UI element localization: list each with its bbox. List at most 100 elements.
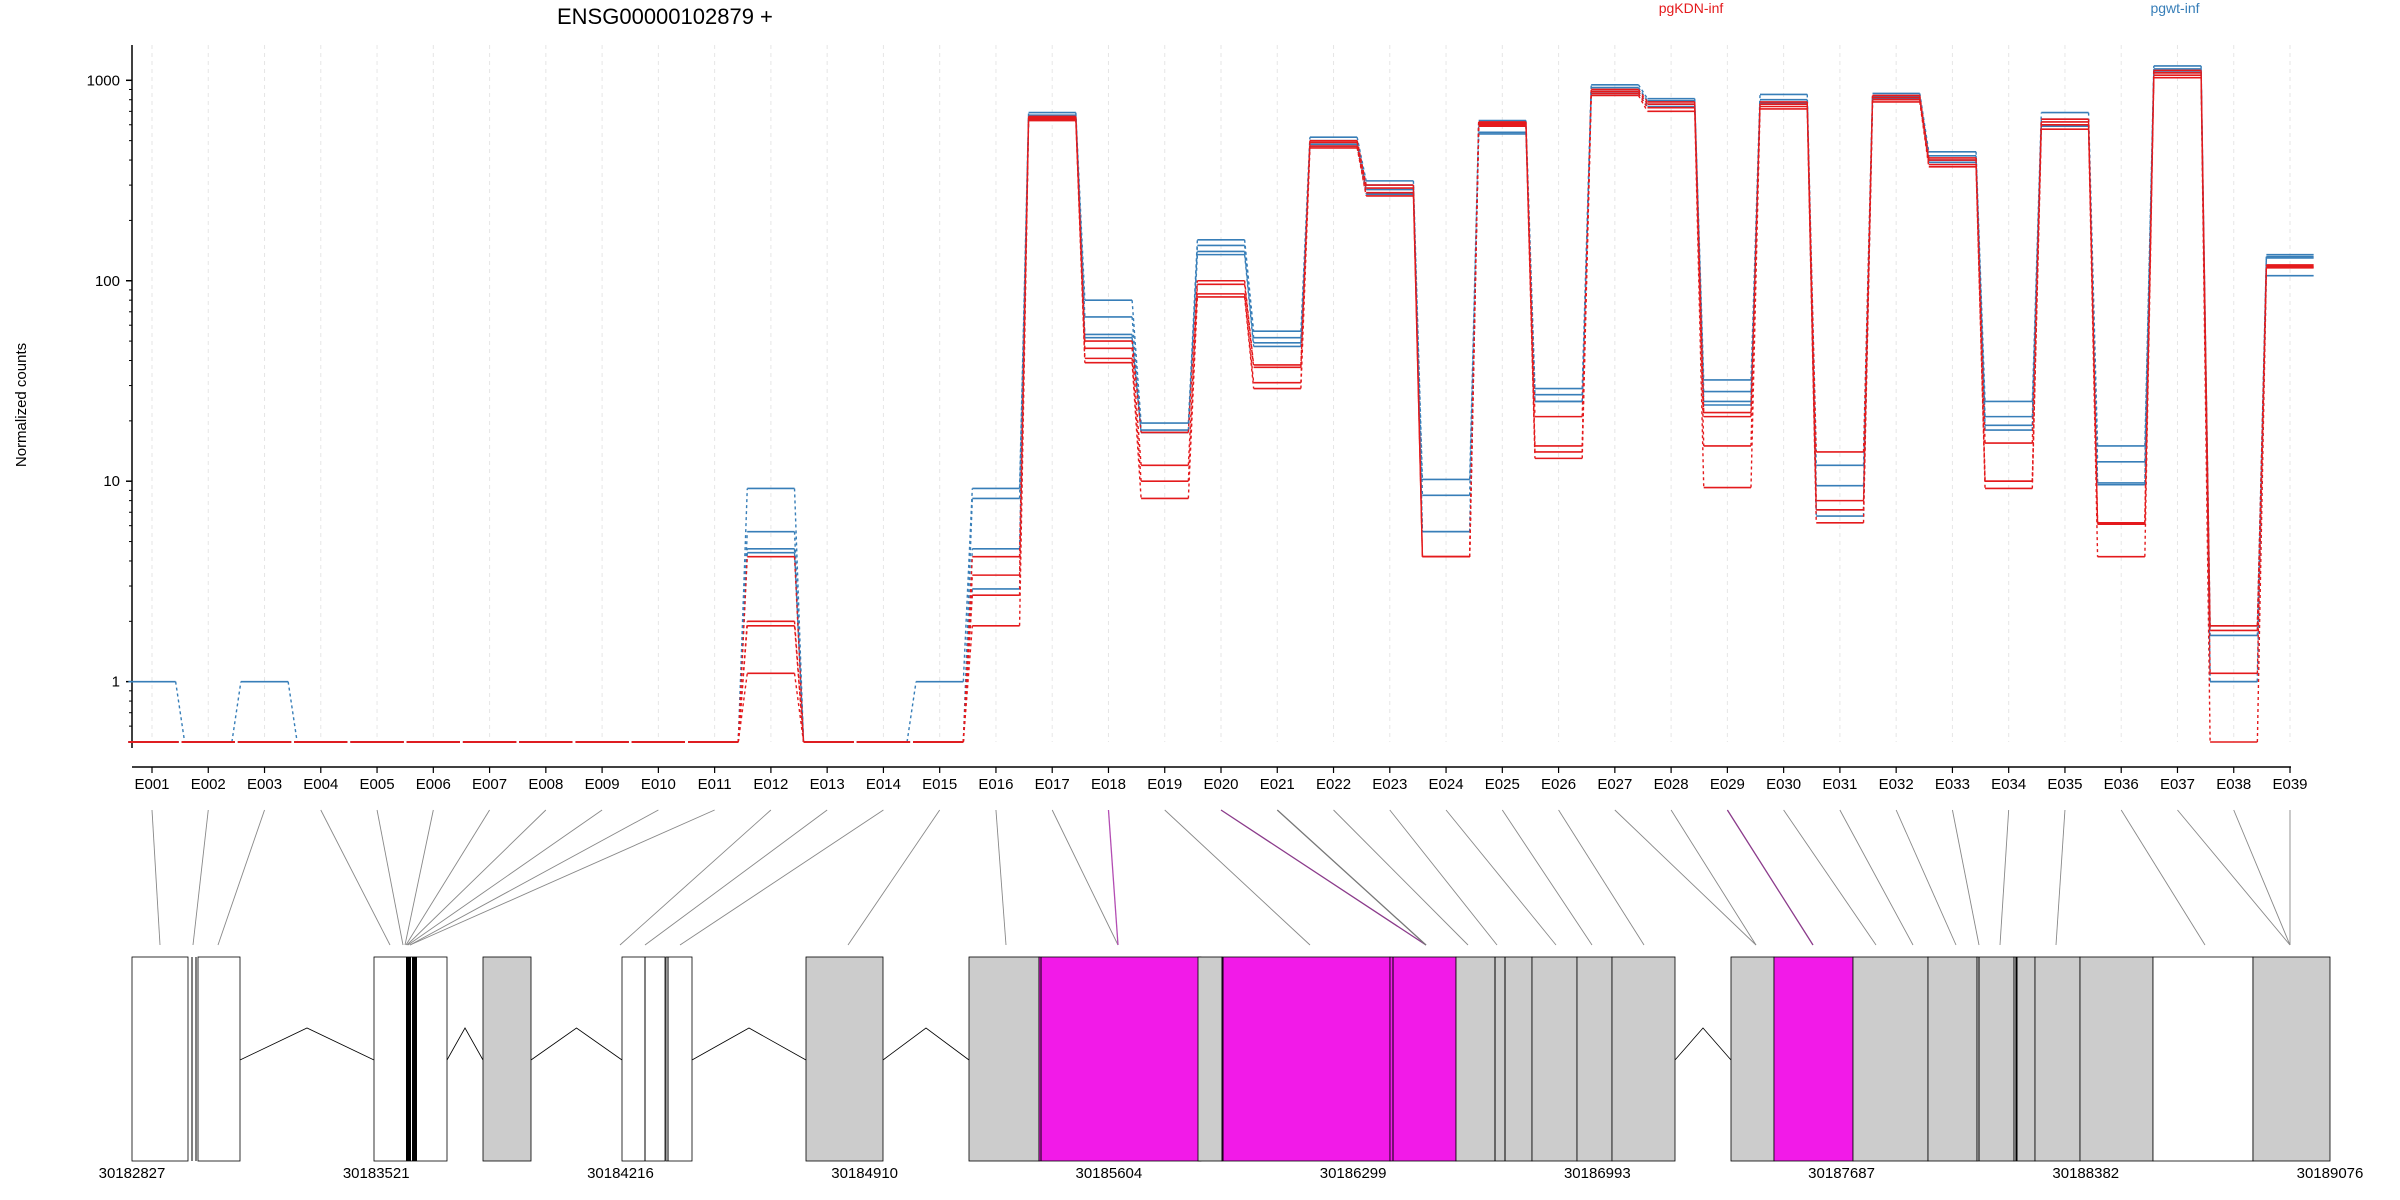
legend-entry-pgwt-inf: pgwt-inf [2150,0,2199,16]
exon-block [1730,956,1775,1162]
x-tick-label: E013 [810,776,845,793]
exon-connector [1501,809,1593,946]
exon-connector-lines [151,809,2291,946]
x-tick-label: E028 [1654,776,1689,793]
coordinate-label: 30185604 [1076,1165,1143,1182]
x-tick-label: E021 [1260,776,1295,793]
exon-block [1531,956,1578,1162]
y-axis-label: Normalized counts [13,343,30,467]
exon-connector [847,809,941,946]
exon-connector [1726,809,1814,946]
exon-block [131,956,189,1162]
x-tick-label: E029 [1710,776,1745,793]
coordinate-label: 30187687 [1808,1165,1875,1182]
chart-title: ENSG00000102879 + [557,4,773,29]
exon-connector [644,809,828,946]
exon-connector [1999,809,2010,946]
intron-line [239,1027,375,1061]
exon-connector [1614,809,1757,946]
exon-block [1852,956,1929,1162]
x-tick-label: E014 [866,776,901,793]
exon-block [968,956,1040,1162]
exon-connector [1445,809,1557,946]
exon-connector [409,809,659,946]
x-tick-label: E005 [360,776,395,793]
x-tick-label: E031 [1822,776,1857,793]
y-tick-label: 10 [103,473,120,490]
genomic-coordinate-labels: 30182827 30183521 30184216 30184910 30185604… [99,1165,2364,1182]
exon-connector [1895,809,1957,946]
exon-block [1038,956,1202,1162]
exon-connector [407,809,603,946]
exon-block [1221,956,1391,1162]
exon-connector [320,809,391,946]
y-tick-label: 1000 [87,72,120,89]
exon-connector [1164,809,1311,946]
x-tick-label: E037 [2160,776,2195,793]
exon-block [1197,956,1223,1162]
coordinate-label: 30182827 [99,1165,166,1182]
exon-connector [404,809,434,946]
x-tick-label: E033 [1935,776,1970,793]
y-tick-label: 100 [95,273,120,290]
x-tick-label: E034 [1991,776,2026,793]
exon-block [2034,956,2081,1162]
x-tick-label: E039 [2272,776,2307,793]
exon-connector [2120,809,2206,946]
x-tick-label: E036 [2104,776,2139,793]
exon-connector [151,809,161,946]
x-tick-label: E002 [191,776,226,793]
coordinate-label: 30186993 [1564,1165,1631,1182]
exon-block [1455,956,1533,1162]
exon-block [2252,956,2331,1162]
exon-connector [376,809,404,946]
x-tick-label: E023 [1372,776,1407,793]
small-exon-marker [415,957,417,1161]
exon-connector [1670,809,1757,946]
intron-line [446,1027,484,1061]
exon-connector [2233,809,2291,946]
exon-connector [995,809,1007,946]
x-tick-label: E032 [1879,776,1914,793]
coordinate-label: 30188382 [2052,1165,2119,1182]
exon-block [1611,956,1676,1162]
series-lines [128,65,2314,743]
coordinate-label: 30184910 [831,1165,898,1182]
exon-block [805,956,884,1162]
exon-block [1927,956,1978,1162]
intron-line [530,1027,623,1061]
x-tick-label: E020 [1203,776,1238,793]
intron-line [882,1027,970,1061]
x-tick-label: E038 [2216,776,2251,793]
x-tick-label: E025 [1485,776,1520,793]
x-tick-label: E009 [585,776,620,793]
exon-block [665,956,693,1162]
intron-line [1674,1027,1732,1061]
small-exon-marker [413,957,415,1161]
series-line-pgKDN-inf [128,76,2314,743]
exon-connector [1951,809,1980,946]
exon-block [197,956,241,1162]
x-tick-label: E024 [1429,776,1464,793]
exon-connector [1389,809,1498,946]
exon-connector [1107,809,1119,946]
exon-connector [1783,809,1877,946]
x-tick-label: E007 [472,776,507,793]
exon-connector [1558,809,1645,946]
exon-connector [217,809,265,946]
x-tick-label: E011 [698,776,732,793]
coordinate-label: 30186299 [1320,1165,1387,1182]
exon-block [482,956,532,1162]
series-connector-pgKDN-inf [175,77,2268,743]
intron-line [691,1027,807,1061]
small-exon-marker [406,957,409,1161]
exon-connector [619,809,772,946]
x-tick-label: E015 [922,776,957,793]
x-tick-label: E018 [1091,776,1126,793]
exon-connector [2055,809,2066,946]
x-tick-label: E001 [134,776,169,793]
exon-connector [405,809,490,946]
x-tick-label: E006 [416,776,451,793]
